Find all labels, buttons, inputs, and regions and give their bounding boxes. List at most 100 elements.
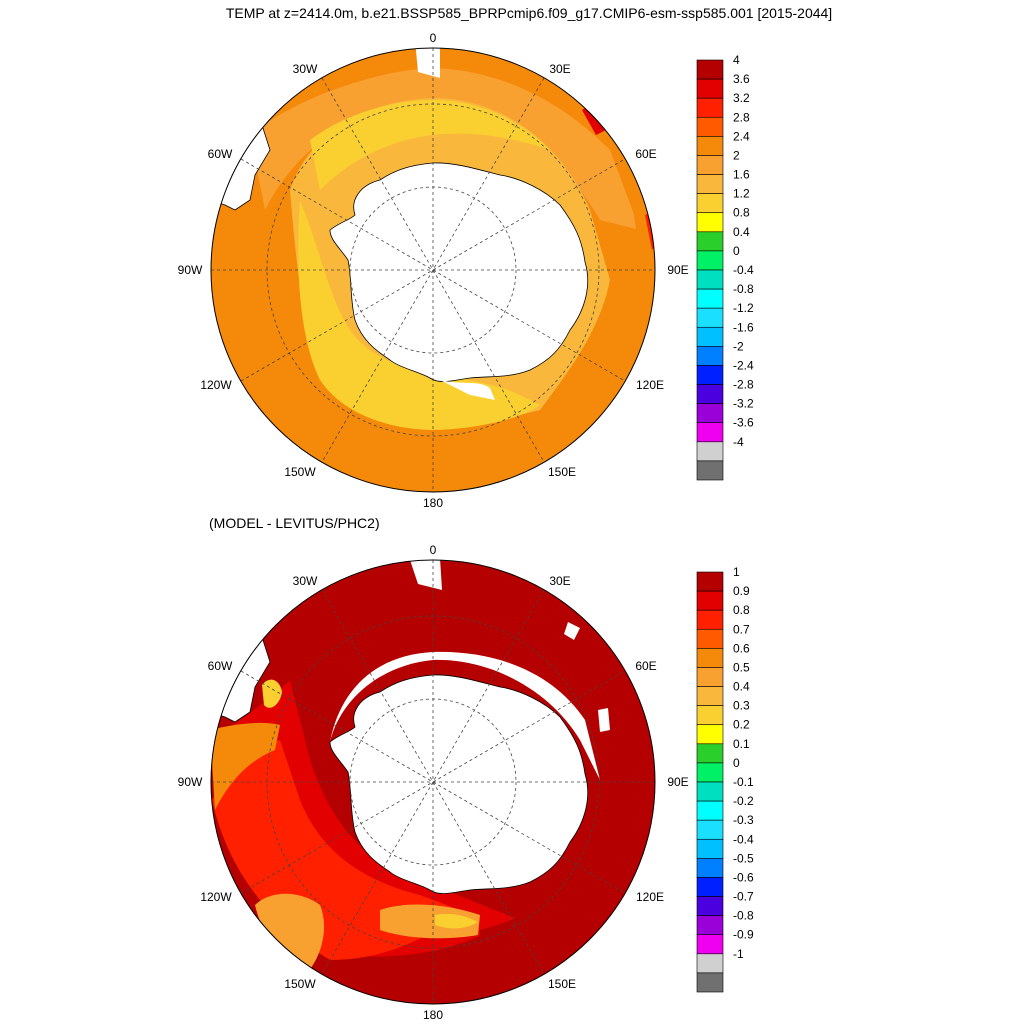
- top_colorbar-box-6: [696, 174, 724, 194]
- top_colorbar-label-16: -2.4: [733, 358, 754, 372]
- top-lon-label-30w: 30W: [293, 62, 318, 76]
- diff_colorbar-label-4: 0.6: [733, 641, 750, 655]
- top_colorbar-label-18: -3.2: [733, 397, 754, 411]
- top-lon-label-120w: 120W: [200, 378, 232, 392]
- diff_colorbar-box-9: [696, 743, 724, 764]
- diff_colorbar-box-21: [696, 972, 724, 993]
- diff_colorbar-box-14: [696, 838, 724, 859]
- diff_colorbar-box-11: [696, 781, 724, 802]
- top_colorbar-label-20: -4: [733, 435, 744, 449]
- top_colorbar-box-7: [696, 193, 724, 214]
- diff_colorbar-box-7: [696, 705, 724, 726]
- top_colorbar-label-5: 2: [733, 148, 740, 162]
- top_colorbar-box-14: [696, 326, 724, 347]
- top_colorbar-label-0: 4: [733, 53, 740, 67]
- top_colorbar-box-3: [696, 116, 724, 137]
- top_colorbar-label-13: -1.2: [733, 301, 754, 315]
- diff_colorbar-box-3: [696, 628, 724, 649]
- top_colorbar-label-17: -2.8: [733, 378, 754, 392]
- bot-lon-label-90e: 90E: [667, 775, 688, 789]
- diff_colorbar-box-16: [696, 877, 724, 897]
- top_colorbar-label-3: 2.8: [733, 110, 750, 124]
- diff_colorbar-box-15: [696, 858, 724, 878]
- diff_colorbar-label-17: -0.7: [733, 890, 754, 904]
- bot-kerguelen-gap: [598, 708, 610, 732]
- diff_colorbar-box-4: [696, 648, 724, 668]
- bot-antarctic-margin: [330, 651, 600, 780]
- diff_colorbar-box-0: [696, 571, 724, 592]
- diff_colorbar-box-1: [696, 590, 724, 611]
- figure-title: TEMP at z=2414.0m, b.e21.BSSP585_BPRPcmi…: [226, 5, 832, 21]
- top-lon-label-120e: 120E: [636, 378, 664, 392]
- top_colorbar-label-14: -1.6: [733, 320, 754, 334]
- bot-field-warm-patch-2: [380, 904, 480, 939]
- top-colorbar: 4 3.6 3.2 2.8 2.4 2 1.6 1.2 0.8 0.4 0 -0.4 -0.8 -1.2 -…: [696, 53, 754, 481]
- top-lon-label-30e: 30E: [549, 62, 570, 76]
- bot-africa-fragment: [410, 560, 442, 590]
- top_colorbar-label-11: -0.4: [733, 263, 754, 277]
- diff_colorbar-label-3: 0.7: [733, 622, 750, 636]
- bottom-map-border: [210, 559, 656, 1005]
- top-lon-label-180: 180: [423, 496, 443, 510]
- top-field-east-pacific-band: [250, 68, 640, 230]
- bot-field-warm-patch-1: [255, 893, 325, 975]
- bot-lon-label-30w: 30W: [293, 574, 318, 588]
- diff_colorbar-label-6: 0.4: [733, 680, 750, 694]
- top-field-inner-yellow: [298, 200, 540, 430]
- diff_colorbar-box-20: [696, 953, 724, 974]
- top-africa-fragment: [415, 48, 440, 78]
- bot-field-se-pacific-orange: [211, 722, 280, 810]
- top_colorbar-box-13: [696, 307, 724, 328]
- bottom-map: 0 30E 60E 90E 120E 150E 180 150W 120W 90…: [178, 543, 689, 1022]
- diff_colorbar-label-18: -0.8: [733, 909, 754, 923]
- top-field-atlantic-yellowband: [310, 100, 550, 190]
- diff_colorbar-label-5: 0.5: [733, 660, 750, 674]
- diff_colorbar-label-13: -0.3: [733, 813, 754, 827]
- bot-lon-label-60e: 60E: [635, 659, 656, 673]
- top_colorbar-label-1: 3.6: [733, 72, 750, 86]
- difference-colorbar: 1 0.9 0.8 0.7 0.6 0.5 0.4 0.3 0.2 0.1 0 -0.1 -0.2 -0.…: [696, 565, 754, 993]
- diff_colorbar-box-13: [696, 819, 724, 840]
- bot-field-drake-spot: [262, 679, 282, 708]
- top_colorbar-box-11: [696, 269, 724, 290]
- top_colorbar-box-0: [696, 59, 724, 80]
- diff_colorbar-label-2: 0.8: [733, 603, 750, 617]
- diff_colorbar-label-16: -0.6: [733, 870, 754, 884]
- top_colorbar-label-9: 0.4: [733, 225, 750, 239]
- diff_colorbar-label-19: -0.9: [733, 928, 754, 942]
- diff_colorbar-box-12: [696, 800, 724, 821]
- top_colorbar-box-10: [696, 250, 724, 271]
- top_colorbar-label-10: 0: [733, 244, 740, 258]
- bot-lon-label-150w: 150W: [284, 977, 316, 991]
- top-lon-label-150e: 150E: [548, 465, 576, 479]
- top-lon-label-60e: 60E: [635, 147, 656, 161]
- diff_colorbar-label-14: -0.4: [733, 832, 754, 846]
- top_colorbar-label-6: 1.6: [733, 168, 750, 182]
- difference-title: (MODEL - LEVITUS/PHC2): [209, 515, 380, 531]
- diff_colorbar-box-8: [696, 724, 724, 745]
- top-lon-label-90w: 90W: [178, 263, 203, 277]
- bot-lon-label-60w: 60W: [208, 659, 233, 673]
- top_colorbar-label-15: -2: [733, 339, 744, 353]
- diff_colorbar-box-2: [696, 609, 724, 630]
- diff_colorbar-box-6: [696, 686, 724, 706]
- top_colorbar-label-7: 1.2: [733, 187, 750, 201]
- top_colorbar-box-17: [696, 384, 724, 404]
- diff_colorbar-label-1: 0.9: [733, 584, 750, 598]
- diff_colorbar-box-18: [696, 915, 724, 936]
- top-longitude-labels: 0 30E 60E 90E 120E 150E 180 150W 120W 90…: [178, 31, 689, 510]
- top_colorbar-box-21: [696, 460, 724, 481]
- top-map: 0 30E 60E 90E 120E 150E 180 150W 120W 90…: [178, 31, 689, 510]
- diff_colorbar-label-10: 0: [733, 756, 740, 770]
- top_colorbar-box-18: [696, 403, 724, 424]
- top-lon-label-150w: 150W: [284, 465, 316, 479]
- top_colorbar-box-4: [696, 136, 724, 156]
- top_colorbar-label-8: 0.8: [733, 206, 750, 220]
- diff_colorbar-label-11: -0.1: [733, 775, 754, 789]
- top_colorbar-label-12: -0.8: [733, 282, 754, 296]
- bottom-longitude-labels: 0 30E 60E 90E 120E 150E 180 150W 120W 90…: [178, 543, 689, 1022]
- diff_colorbar-box-19: [696, 934, 724, 955]
- diff_colorbar-box-5: [696, 667, 724, 687]
- top_colorbar-box-16: [696, 365, 724, 385]
- top-graticule: [211, 48, 655, 492]
